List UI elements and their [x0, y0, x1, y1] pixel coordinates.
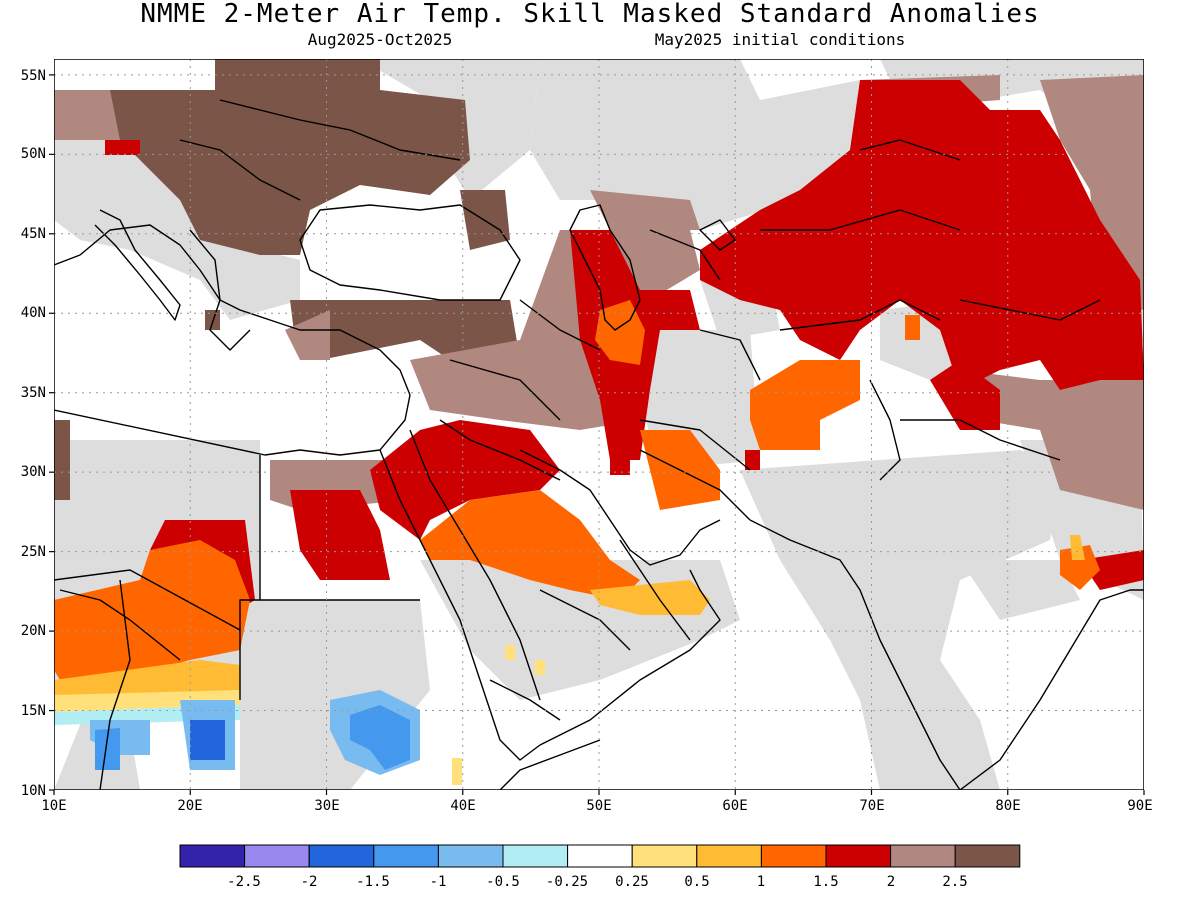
anomaly-dark-red: [70, 80, 1144, 640]
colorbar-swatch: [825, 844, 892, 868]
lon-label-70e: 70E: [859, 798, 884, 814]
colorbar-label: -0.25: [546, 874, 588, 890]
colorbar-label: 0.5: [684, 874, 709, 890]
colorbar-swatch: [502, 844, 569, 868]
colorbar-swatch: [954, 844, 1021, 868]
colorbar-swatch: [567, 844, 633, 868]
latitude-labels: 10N 15N 20N 25N 30N 35N 40N 45N 50N 55N: [21, 68, 46, 799]
lon-label-90e: 90E: [1127, 798, 1152, 814]
lat-label-10n: 10N: [21, 783, 46, 799]
map-panel: [54, 59, 1144, 790]
lat-label-25n: 25N: [21, 544, 46, 560]
lat-label-30n: 30N: [21, 464, 46, 480]
gridlines: [54, 59, 1144, 790]
longitude-labels: 10E 20E 30E 40E 50E 60E 70E 80E 90E: [41, 798, 1152, 814]
lon-label-30e: 30E: [314, 798, 339, 814]
colorbar-swatch: [890, 844, 956, 868]
colorbar-label: 2.5: [942, 874, 967, 890]
lat-label-35n: 35N: [21, 385, 46, 401]
lon-label-60e: 60E: [722, 798, 747, 814]
lon-label-40e: 40E: [450, 798, 475, 814]
colorbar-swatch: [308, 844, 375, 868]
colorbar-labels: -2.5 -2 -1.5 -1 -0.5 -0.25 0.25 0.5 1 1.…: [227, 874, 968, 890]
colorbar-swatch: [631, 844, 698, 868]
lat-label-50n: 50N: [21, 146, 46, 162]
lat-label-40n: 40N: [21, 305, 46, 321]
anomaly-blue: [95, 705, 410, 770]
anomaly-orange: [54, 300, 1100, 680]
colorbar-swatch: [244, 844, 310, 868]
colorbar-swatch: [696, 844, 762, 868]
colorbar-label: 1: [757, 874, 765, 890]
lat-label-20n: 20N: [21, 623, 46, 639]
colorbar-swatch: [760, 844, 827, 868]
lon-label-20e: 20E: [177, 798, 202, 814]
colorbar-label: -1: [430, 874, 447, 890]
colorbar-label: 2: [887, 874, 895, 890]
colorbar-label: -2: [301, 874, 318, 890]
lon-label-10e: 10E: [41, 798, 66, 814]
colorbar-label: 0.25: [615, 874, 649, 890]
axis-ticks: [49, 74, 1145, 795]
lat-label-55n: 55N: [21, 68, 46, 84]
lon-label-50e: 50E: [586, 798, 611, 814]
figure-subtitle-period: Aug2025-Oct2025: [308, 30, 453, 49]
figure-subtitle-initial-conditions: May2025 initial conditions: [655, 30, 905, 49]
figure-title: NMME 2-Meter Air Temp. Skill Masked Stan…: [140, 0, 1039, 29]
colorbar-swatch: [373, 844, 439, 868]
lat-label-45n: 45N: [21, 226, 46, 242]
anomaly-light-orange: [54, 535, 1085, 700]
colorbar-swatch: [437, 844, 504, 868]
colorbar: [179, 844, 1021, 868]
colorbar-swatch: [179, 844, 246, 868]
colorbar-label: -1.5: [356, 874, 390, 890]
coastlines-and-borders: [54, 99, 1144, 790]
colorbar-label: -2.5: [227, 874, 261, 890]
lon-label-80e: 80E: [995, 798, 1020, 814]
colorbar-label: -0.5: [486, 874, 520, 890]
colorbar-label: 1.5: [813, 874, 838, 890]
anomaly-darker-blue: [190, 720, 225, 760]
lat-label-15n: 15N: [21, 703, 46, 719]
